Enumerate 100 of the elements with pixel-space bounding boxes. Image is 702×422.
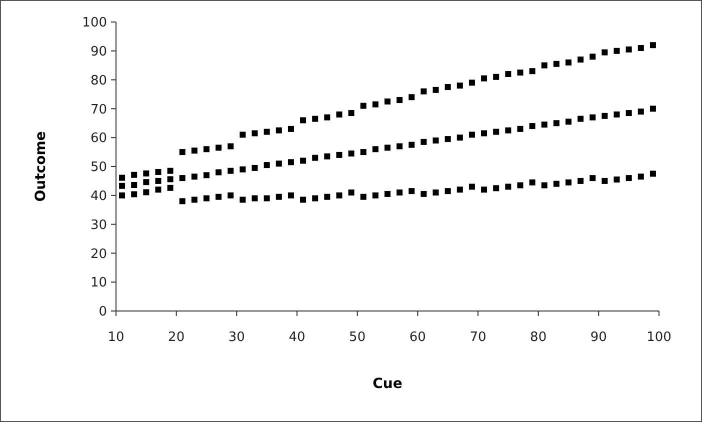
point (602, 49, 608, 56)
point (119, 192, 126, 198)
point (432, 190, 439, 196)
point (143, 179, 150, 186)
point (264, 195, 270, 202)
point (638, 174, 644, 180)
point (529, 68, 536, 74)
y-tick-label: 100 (82, 16, 107, 31)
point (324, 153, 330, 160)
point (360, 149, 366, 156)
point (119, 182, 126, 189)
point (131, 182, 138, 188)
point (119, 174, 126, 181)
point (517, 182, 524, 188)
point (420, 88, 427, 94)
x-tick-label: 100 (646, 330, 672, 345)
point (493, 74, 500, 80)
point (408, 142, 415, 148)
point (300, 196, 306, 203)
point (444, 84, 451, 90)
point (408, 94, 415, 100)
point (468, 132, 475, 138)
point (602, 178, 608, 184)
point (167, 168, 174, 174)
point (650, 106, 656, 112)
point (396, 97, 403, 104)
point (553, 180, 560, 187)
point (481, 186, 488, 193)
point (481, 75, 488, 82)
point (324, 114, 330, 120)
point (288, 159, 294, 166)
x-tick-label: 30 (228, 330, 245, 345)
point (312, 116, 318, 122)
point (590, 175, 596, 182)
point (456, 82, 463, 89)
y-tick-label: 90 (90, 44, 107, 60)
point (529, 123, 536, 130)
point (529, 179, 536, 186)
y-tick-label: 10 (90, 276, 107, 291)
y-tick-label: 20 (90, 246, 107, 262)
point (191, 196, 198, 203)
point (179, 198, 186, 204)
y-tick-label: 60 (90, 131, 107, 146)
point (276, 127, 282, 134)
point (300, 117, 306, 124)
x-tick-label: 20 (168, 330, 185, 345)
point (167, 184, 174, 191)
point (396, 190, 403, 196)
point (204, 146, 210, 152)
point (155, 168, 162, 175)
point (553, 120, 560, 126)
point (276, 160, 282, 167)
point (384, 144, 390, 151)
point (252, 195, 258, 202)
point (372, 101, 378, 108)
point (300, 158, 306, 164)
point (143, 189, 150, 196)
x-tick-label: 40 (288, 330, 306, 345)
point (444, 188, 451, 194)
point (324, 194, 330, 200)
point (481, 130, 488, 136)
point (143, 170, 150, 176)
point (155, 178, 162, 184)
point (372, 146, 378, 152)
x-tick-label: 60 (409, 330, 426, 345)
x-tick-label: 90 (590, 330, 607, 345)
point (505, 184, 512, 190)
point (167, 176, 174, 182)
point (517, 126, 524, 132)
point (312, 195, 318, 202)
point (240, 132, 246, 138)
point (336, 152, 342, 158)
point (590, 114, 596, 120)
point (204, 195, 210, 202)
point (517, 70, 524, 76)
point (566, 59, 572, 66)
point (408, 188, 415, 194)
point (578, 116, 584, 122)
point (336, 192, 342, 198)
point (493, 128, 500, 135)
point (191, 174, 198, 180)
point (505, 71, 512, 78)
point (626, 46, 632, 52)
point (420, 138, 427, 145)
point (602, 112, 608, 119)
y-tick-label: 70 (90, 102, 107, 118)
y-tick-label: 40 (90, 188, 107, 204)
point (614, 48, 620, 54)
point (468, 80, 475, 86)
point (216, 169, 222, 176)
y-axis-title: Outcome (33, 131, 49, 202)
point (264, 128, 270, 135)
point (348, 190, 354, 196)
point (264, 162, 270, 168)
point (638, 108, 644, 115)
point (288, 192, 294, 198)
point (204, 172, 210, 178)
point (179, 175, 186, 182)
point (456, 134, 463, 141)
point (228, 168, 234, 174)
